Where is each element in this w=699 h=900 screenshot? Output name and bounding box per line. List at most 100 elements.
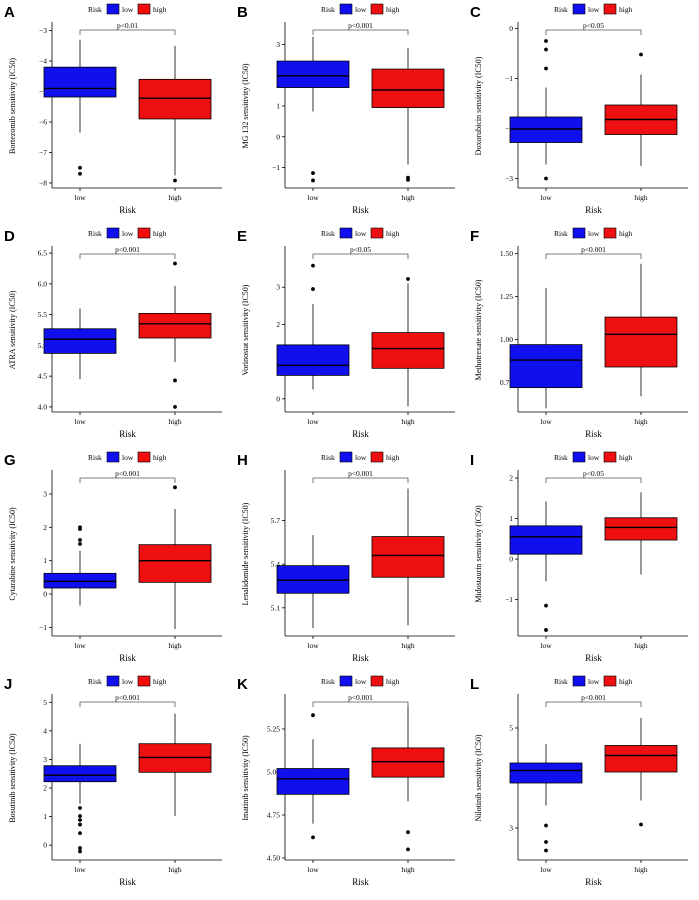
x-tick-label-high: high [401,641,415,650]
p-value-label: p<0.05 [583,21,604,30]
x-tick-label-low: low [74,641,86,650]
box-iqr [509,762,583,784]
x-tick-label-low: low [540,641,552,650]
box-iqr [371,68,445,108]
legend-title: Risk [88,5,102,14]
outlier-point [544,47,548,52]
legend-label-low: low [355,677,367,686]
y-tick-label: 3 [276,283,280,292]
legend-title: Risk [321,229,335,238]
x-tick-label-high: high [168,193,182,202]
box-high [138,485,212,629]
legend-label-low: low [588,453,600,462]
outlier-point [173,485,177,490]
legend-label-high: high [386,229,400,238]
legend-swatch-high [603,227,617,239]
outlier-point [311,178,315,183]
y-axis-title: MG 132 sensitivity (IC50) [241,63,250,148]
p-value-label: p<0.05 [583,469,604,478]
y-axis-title: Imatinib sensitivity (IC50) [241,735,250,821]
boxplot-svg: H Risk low high 5.7 5.4 5.1 low high Risk Lenalido… [237,451,455,663]
y-tick-label: −1 [39,623,47,632]
y-tick-label: −2 [505,124,513,133]
panel-g: G Risk low high 3 2 1 0 −1 low high Risk Cytarabine … [0,448,233,676]
significance-bracket [312,29,409,35]
x-tick-label-high: high [634,865,648,874]
box-iqr [276,768,350,795]
box-low [276,263,350,390]
y-tick-label: 5 [43,698,47,707]
panel-k: K Risk low high 5.25 5.00 4.75 4.50 low high Risk I… [233,672,466,900]
legend-swatch-low [106,3,120,15]
legend-swatch-low [339,451,353,463]
outlier-point [78,165,82,170]
legend: Risk low high [554,675,633,687]
y-tick-label: 0 [276,394,280,403]
outlier-point [78,525,82,530]
x-axis-title: Risk [585,429,602,439]
legend: Risk low high [554,3,633,15]
box-iqr [604,316,678,368]
box-high [604,263,678,397]
outlier-point [639,822,643,827]
y-tick-label: 1.25 [500,292,513,301]
panel-label: J [4,676,12,693]
legend-swatch-low [106,675,120,687]
outlier-point [78,849,82,854]
panel-label: L [470,676,479,693]
significance-bracket [545,253,642,259]
outlier-point [311,263,315,268]
legend-label-low: low [355,5,367,14]
outlier-point [78,831,82,836]
legend-title: Risk [554,677,568,686]
y-tick-label: 4.5 [38,372,48,381]
p-value-label: p<0.001 [348,469,373,478]
y-tick-label: −1 [505,74,513,83]
x-tick-label-low: low [307,641,319,650]
outlier-point [78,818,82,822]
significance-bracket [312,477,409,483]
legend-swatch-low [572,227,586,239]
box-iqr [138,544,212,583]
outlier-point [78,171,82,176]
boxplot-svg: J Risk low high 5 4 3 2 1 0 low high Risk Bosutinib s… [4,675,222,887]
legend-swatch-high [603,675,617,687]
panel-label: D [4,228,15,245]
outlier-point [544,66,548,71]
outlier-point [173,178,177,183]
box-low [43,39,117,176]
legend: Risk low high [88,451,167,463]
y-tick-label: 1.50 [500,249,513,258]
box-low [276,713,350,840]
legend-label-low: low [588,229,600,238]
boxplot-svg: ERisklowhigh0123lowhighRiskVorinostat se… [237,227,455,439]
box-low [276,36,350,183]
significance-bracket [79,701,176,707]
y-tick-label: 5 [509,724,513,733]
box-iqr [276,344,350,376]
x-tick-label-low: low [307,865,319,874]
y-tick-label: 1 [276,102,280,111]
p-value-label: p<0.001 [581,693,606,702]
significance-bracket [79,253,176,259]
x-tick-label-high: high [401,865,415,874]
y-tick-label: 5.5 [38,310,48,319]
legend-label-high: high [153,229,167,238]
x-tick-label-high: high [168,865,182,874]
y-axis-title: Nilotinib sensitivity (IC50) [474,734,483,821]
box-low [509,39,583,181]
legend: Risk low high [88,675,167,687]
panel-label: B [237,4,248,21]
box-iqr [276,60,350,88]
x-tick-label-high: high [168,417,182,426]
box-low [509,287,583,409]
p-value-label: p<0.05 [350,245,371,254]
y-tick-label: 6.0 [38,279,48,288]
legend-swatch-low [339,3,353,15]
legend-swatch-low [339,675,353,687]
legend-label-high: high [386,677,400,686]
legend-title: Risk [554,453,568,462]
x-axis-title: Risk [585,205,602,215]
outlier-point [406,277,410,281]
x-tick-label-high: high [401,417,415,426]
